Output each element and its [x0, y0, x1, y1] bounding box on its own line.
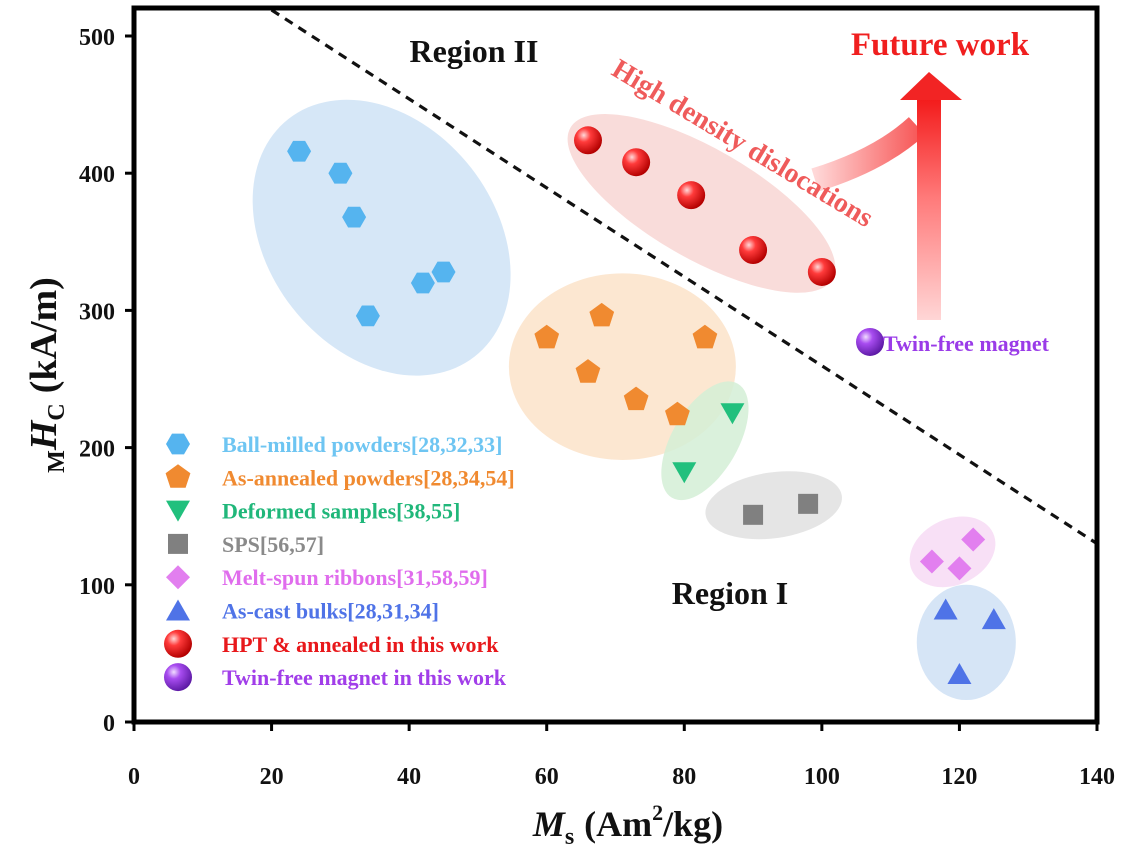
legend-label-as-cast-bulks-28-31-34: As-cast bulks[28,31,34] [222, 599, 439, 624]
legend-marker-as-cast-bulks-28-31-34 [166, 599, 190, 621]
region-2-label: Region II [410, 33, 539, 69]
ball-milled-powders-28-32-33-point [431, 261, 456, 283]
x-tick-label: 140 [1079, 764, 1115, 790]
x-tick-label: 80 [672, 764, 696, 790]
as-annealed-powders-28-34-54-point [589, 302, 615, 327]
x-tick-label: 20 [260, 764, 284, 790]
legend-label-sps-56-57: SPS[56,57] [222, 532, 324, 557]
region-1-label: Region I [672, 575, 788, 611]
ball-milled-powders-28-32-33-point [287, 140, 312, 162]
y-axis-title: MHC(kA/m) [23, 277, 70, 473]
twin-free-magnet-in-this-work-point [856, 327, 885, 356]
x-tick-label: 60 [535, 764, 559, 790]
y-tick-label: 500 [79, 25, 115, 51]
sps-56-57-cluster-ellipse [705, 471, 842, 540]
ball-milled-powders-28-32-33-point [328, 162, 353, 184]
as-annealed-powders-28-34-54-point [534, 324, 560, 349]
y-tick-label: 300 [79, 299, 115, 325]
twin-free-magnet-label: Twin-free magnet [883, 331, 1050, 356]
group-data-points [287, 126, 1006, 684]
ball-milled-powders-28-32-33-point [355, 305, 380, 327]
as-annealed-powders-28-34-54-point [692, 324, 718, 349]
future-work-arrow [811, 72, 962, 320]
x-tick-label: 100 [804, 764, 840, 790]
plot-frame [131, 5, 1100, 725]
legend-marker-twin-free-magnet-in-this-work [164, 663, 192, 692]
hpt-annealed-in-this-work-point [622, 148, 651, 177]
legend-label-deformed-samples-38-55: Deformed samples[38,55] [222, 499, 460, 524]
legend-label-hpt-annealed-in-this-work: HPT & annealed in this work [222, 632, 499, 657]
ball-milled-powders-28-32-33-cluster-ellipse [252, 99, 511, 376]
legend-label-twin-free-magnet-in-this-work: Twin-free magnet in this work [222, 665, 507, 690]
as-annealed-powders-28-34-54-point [623, 386, 649, 411]
melt-spun-ribbons-31-58-59-cluster-ellipse [909, 516, 996, 588]
ball-milled-powders-28-32-33-point [342, 206, 367, 228]
legend-marker-ball-milled-powders-28-32-33 [166, 433, 190, 455]
legend-label-ball-milled-powders-28-32-33: Ball-milled powders[28,32,33] [222, 432, 503, 457]
as-annealed-powders-28-34-54-point [575, 359, 601, 383]
as-cast-bulks-28-31-34-point [947, 662, 972, 684]
as-cast-bulks-28-31-34-point [933, 598, 958, 620]
as-cast-bulks-28-31-34-point [981, 608, 1006, 630]
x-axis-ticks: 0 20 40 60 80 100 120 140 [128, 722, 1115, 790]
y-axis-ticks: 0 100 200 300 400 500 [79, 25, 134, 737]
y-tick-label: 200 [79, 437, 115, 463]
y-tick-label: 100 [79, 574, 115, 600]
region-boundary-line [270, 8, 1098, 545]
legend-label-melt-spun-ribbons-31-58-59: Melt-spun ribbons[31,58,59] [222, 565, 488, 590]
ball-milled-powders-28-32-33-point [410, 272, 435, 294]
legend-marker-as-annealed-powders-28-34-54 [165, 464, 191, 488]
hpt-annealed-in-this-work-point [807, 257, 836, 286]
future-work-label: Future work [851, 27, 1030, 63]
hpt-annealed-in-this-work-point [739, 236, 768, 265]
hpt-annealed-in-this-work-point [677, 181, 706, 210]
as-annealed-powders-28-34-54-point [665, 401, 690, 426]
x-tick-label: 40 [397, 764, 421, 790]
sps-56-57-point [798, 493, 819, 514]
deformed-samples-38-55-point [672, 462, 697, 484]
x-axis-title: Ms (Am2/kg) [532, 800, 723, 850]
x-tick-label: 120 [941, 764, 977, 790]
legend-marker-hpt-annealed-in-this-work [164, 629, 192, 658]
x-tick-label: 0 [128, 764, 140, 790]
legend: Ball-milled powders[28,32,33] As-annealed… [164, 432, 515, 692]
legend-label-as-annealed-powders-28-34-54: As-annealed powders[28,34,54] [222, 465, 515, 490]
hpt-annealed-in-this-work-point [573, 126, 602, 155]
y-tick-label: 0 [103, 711, 115, 737]
sps-56-57-point [743, 504, 764, 525]
melt-spun-ribbons-31-58-59-point [947, 556, 972, 581]
legend-marker-deformed-samples-38-55 [166, 500, 190, 522]
melt-spun-ribbons-31-58-59-point [919, 549, 944, 574]
melt-spun-ribbons-31-58-59-point [961, 527, 986, 552]
legend-marker-melt-spun-ribbons-31-58-59 [166, 565, 190, 590]
deformed-samples-38-55-point [720, 403, 745, 425]
legend-marker-sps-56-57 [168, 533, 188, 554]
y-tick-label: 400 [79, 162, 115, 188]
